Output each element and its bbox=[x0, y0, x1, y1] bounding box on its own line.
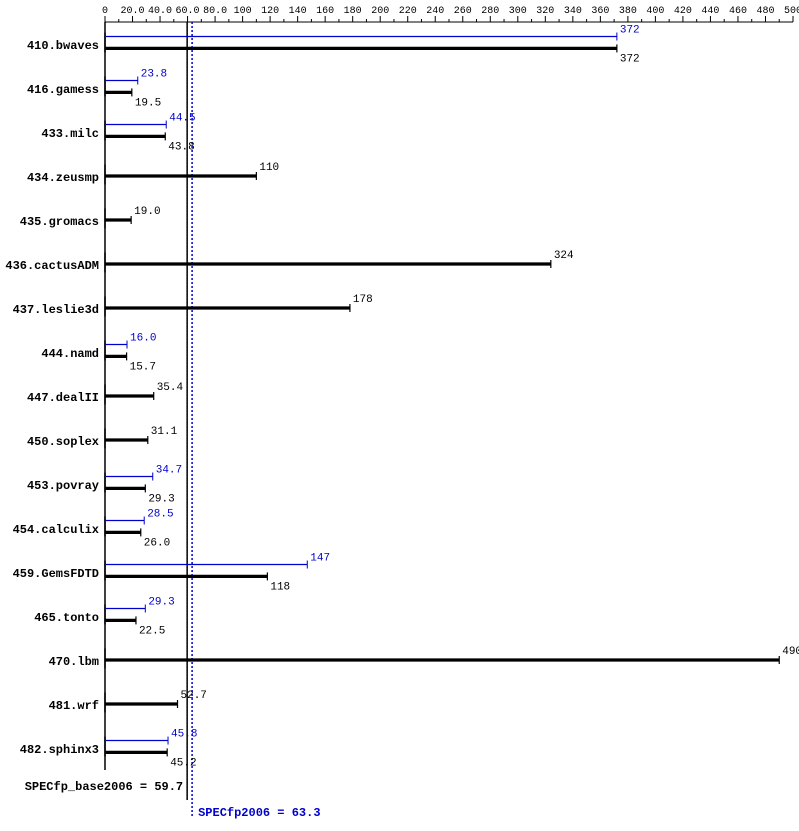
base-value-label: 29.3 bbox=[148, 493, 174, 505]
peak-value-label: 29.3 bbox=[148, 597, 174, 609]
base-value-label: 15.7 bbox=[130, 361, 156, 373]
x-axis-label: 460 bbox=[729, 6, 747, 17]
x-axis-label: 480 bbox=[756, 6, 774, 17]
peak-value-label: 16.0 bbox=[130, 333, 156, 345]
peak-value-label: 45.8 bbox=[171, 729, 197, 741]
x-axis-label: 60.0 bbox=[176, 6, 200, 17]
x-axis-label: 40.0 bbox=[148, 6, 172, 17]
x-axis-label: 160 bbox=[316, 6, 334, 17]
x-axis-label: 260 bbox=[454, 6, 472, 17]
x-axis-label: 200 bbox=[371, 6, 389, 17]
x-axis-label: 140 bbox=[289, 6, 307, 17]
x-axis-label: 120 bbox=[261, 6, 279, 17]
base-value-label: 43.8 bbox=[168, 141, 194, 153]
base-value-label: 45.2 bbox=[170, 757, 196, 769]
benchmark-label: 433.milc bbox=[41, 127, 99, 141]
base-value-label: 110 bbox=[259, 162, 279, 174]
peak-value-label: 372 bbox=[620, 25, 640, 37]
x-axis-label: 400 bbox=[646, 6, 664, 17]
benchmark-label: 454.calculix bbox=[13, 523, 99, 537]
x-axis-label: 340 bbox=[564, 6, 582, 17]
x-axis-label: 20.0 bbox=[121, 6, 145, 17]
benchmark-label: 416.gamess bbox=[27, 83, 99, 97]
benchmark-label: 470.lbm bbox=[49, 655, 99, 669]
benchmark-label: 450.soplex bbox=[27, 435, 99, 449]
benchmark-label: 436.cactusADM bbox=[5, 259, 99, 273]
x-axis-label: 240 bbox=[426, 6, 444, 17]
x-axis-label: 320 bbox=[536, 6, 554, 17]
benchmark-label: 459.GemsFDTD bbox=[13, 567, 99, 581]
x-axis-label: 420 bbox=[674, 6, 692, 17]
footer-base-label: SPECfp_base2006 = 59.7 bbox=[25, 780, 183, 794]
peak-value-label: 28.5 bbox=[147, 509, 173, 521]
benchmark-label: 444.namd bbox=[41, 347, 99, 361]
x-axis-label: 300 bbox=[509, 6, 527, 17]
base-value-label: 178 bbox=[353, 294, 373, 306]
base-value-label: 490 bbox=[782, 646, 799, 658]
base-value-label: 118 bbox=[270, 581, 290, 593]
benchmark-chart: 0 20.040.0 60.080.0 100 120 140 160 180 200 220 24… bbox=[0, 0, 799, 831]
base-value-label: 372 bbox=[620, 53, 640, 65]
benchmark-label: 447.dealII bbox=[27, 391, 99, 405]
base-value-label: 52.7 bbox=[181, 690, 207, 702]
benchmark-label: 435.gromacs bbox=[20, 215, 99, 229]
x-axis-label: 220 bbox=[399, 6, 417, 17]
base-value-label: 31.1 bbox=[151, 426, 178, 438]
base-value-label: 324 bbox=[554, 250, 574, 262]
peak-value-label: 44.5 bbox=[169, 113, 195, 125]
benchmark-label: 481.wrf bbox=[49, 699, 99, 713]
x-axis-label: 380 bbox=[619, 6, 637, 17]
x-axis-label: 500 bbox=[784, 6, 799, 17]
x-axis-label: 100 bbox=[234, 6, 252, 17]
peak-value-label: 147 bbox=[310, 553, 330, 565]
benchmark-label: 465.tonto bbox=[34, 611, 99, 625]
base-value-label: 26.0 bbox=[144, 537, 170, 549]
benchmark-label: 434.zeusmp bbox=[27, 171, 99, 185]
x-axis-label: 80.0 bbox=[203, 6, 227, 17]
benchmark-label: 482.sphinx3 bbox=[20, 743, 99, 757]
benchmark-label: 410.bwaves bbox=[27, 39, 99, 53]
base-value-label: 22.5 bbox=[139, 625, 165, 637]
benchmark-label: 453.povray bbox=[27, 479, 99, 493]
x-axis-label: 180 bbox=[344, 6, 362, 17]
base-value-label: 35.4 bbox=[157, 382, 184, 394]
x-axis-label: 280 bbox=[481, 6, 499, 17]
chart-svg: 0 20.040.0 60.080.0 100 120 140 160 180 200 220 24… bbox=[0, 0, 799, 831]
peak-value-label: 34.7 bbox=[156, 465, 182, 477]
peak-value-label: 23.8 bbox=[141, 69, 167, 81]
x-axis-label: 440 bbox=[701, 6, 719, 17]
benchmark-label: 437.leslie3d bbox=[13, 303, 99, 317]
base-value-label: 19.5 bbox=[135, 97, 161, 109]
base-value-label: 19.0 bbox=[134, 206, 160, 218]
x-axis-label: 0 bbox=[102, 6, 108, 17]
x-axis-label: 360 bbox=[591, 6, 609, 17]
footer-peak-label: SPECfp2006 = 63.3 bbox=[198, 806, 320, 820]
